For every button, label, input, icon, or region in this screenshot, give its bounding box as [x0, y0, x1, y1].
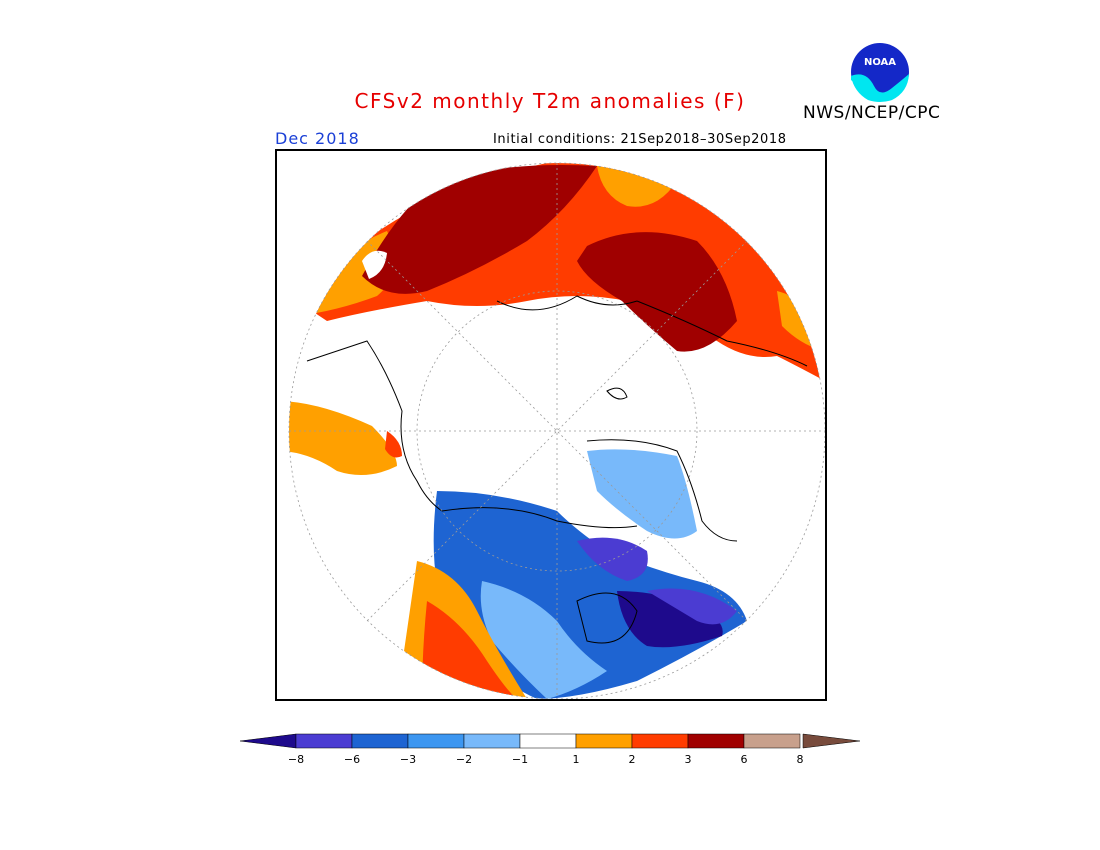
legend-swatch [687, 733, 745, 749]
legend-swatch [295, 733, 353, 749]
legend-swatch [351, 733, 409, 749]
noaa-logo: NOAA [849, 41, 911, 103]
coastlines [306, 295, 808, 644]
forecast-month: Dec 2018 [275, 129, 360, 148]
legend-boxes [295, 733, 801, 749]
svg-text:NOAA: NOAA [864, 57, 896, 68]
legend-tick-label: 6 [740, 753, 748, 766]
legend-swatch [463, 733, 521, 749]
legend-tick-label: −1 [511, 753, 529, 766]
legend-tick-label: −2 [455, 753, 473, 766]
agency-label: NWS/NCEP/CPC [803, 103, 941, 123]
legend-tick-label: −3 [399, 753, 417, 766]
legend-tick-label: −6 [343, 753, 361, 766]
legend-arrow-low [239, 733, 297, 749]
color-legend [239, 733, 861, 749]
legend-arrow-high [802, 733, 861, 749]
legend-swatch [631, 733, 689, 749]
polar-map [275, 149, 827, 701]
anomaly-map [288, 162, 825, 699]
legend-swatch [407, 733, 465, 749]
anomaly-region-dark-blue [617, 591, 723, 648]
anomaly-region-west-orange [289, 401, 397, 475]
legend-tick-label: 2 [628, 753, 636, 766]
legend-swatch [575, 733, 633, 749]
legend-tick-label: 1 [572, 753, 580, 766]
legend-tick-label: 3 [684, 753, 692, 766]
anomaly-region-white-island [362, 250, 387, 279]
anomaly-region-light-blue [587, 449, 697, 539]
anomaly-region-dark-red-east [577, 232, 737, 352]
legend-tick-label: 8 [796, 753, 804, 766]
graticule [288, 162, 825, 699]
initial-conditions: Initial conditions: 21Sep2018–30Sep2018 [493, 132, 787, 147]
legend-swatch [519, 733, 577, 749]
legend-tick-label: −8 [287, 753, 305, 766]
map-title: CFSv2 monthly T2m anomalies (F) [354, 89, 746, 113]
legend-swatch [743, 733, 801, 749]
